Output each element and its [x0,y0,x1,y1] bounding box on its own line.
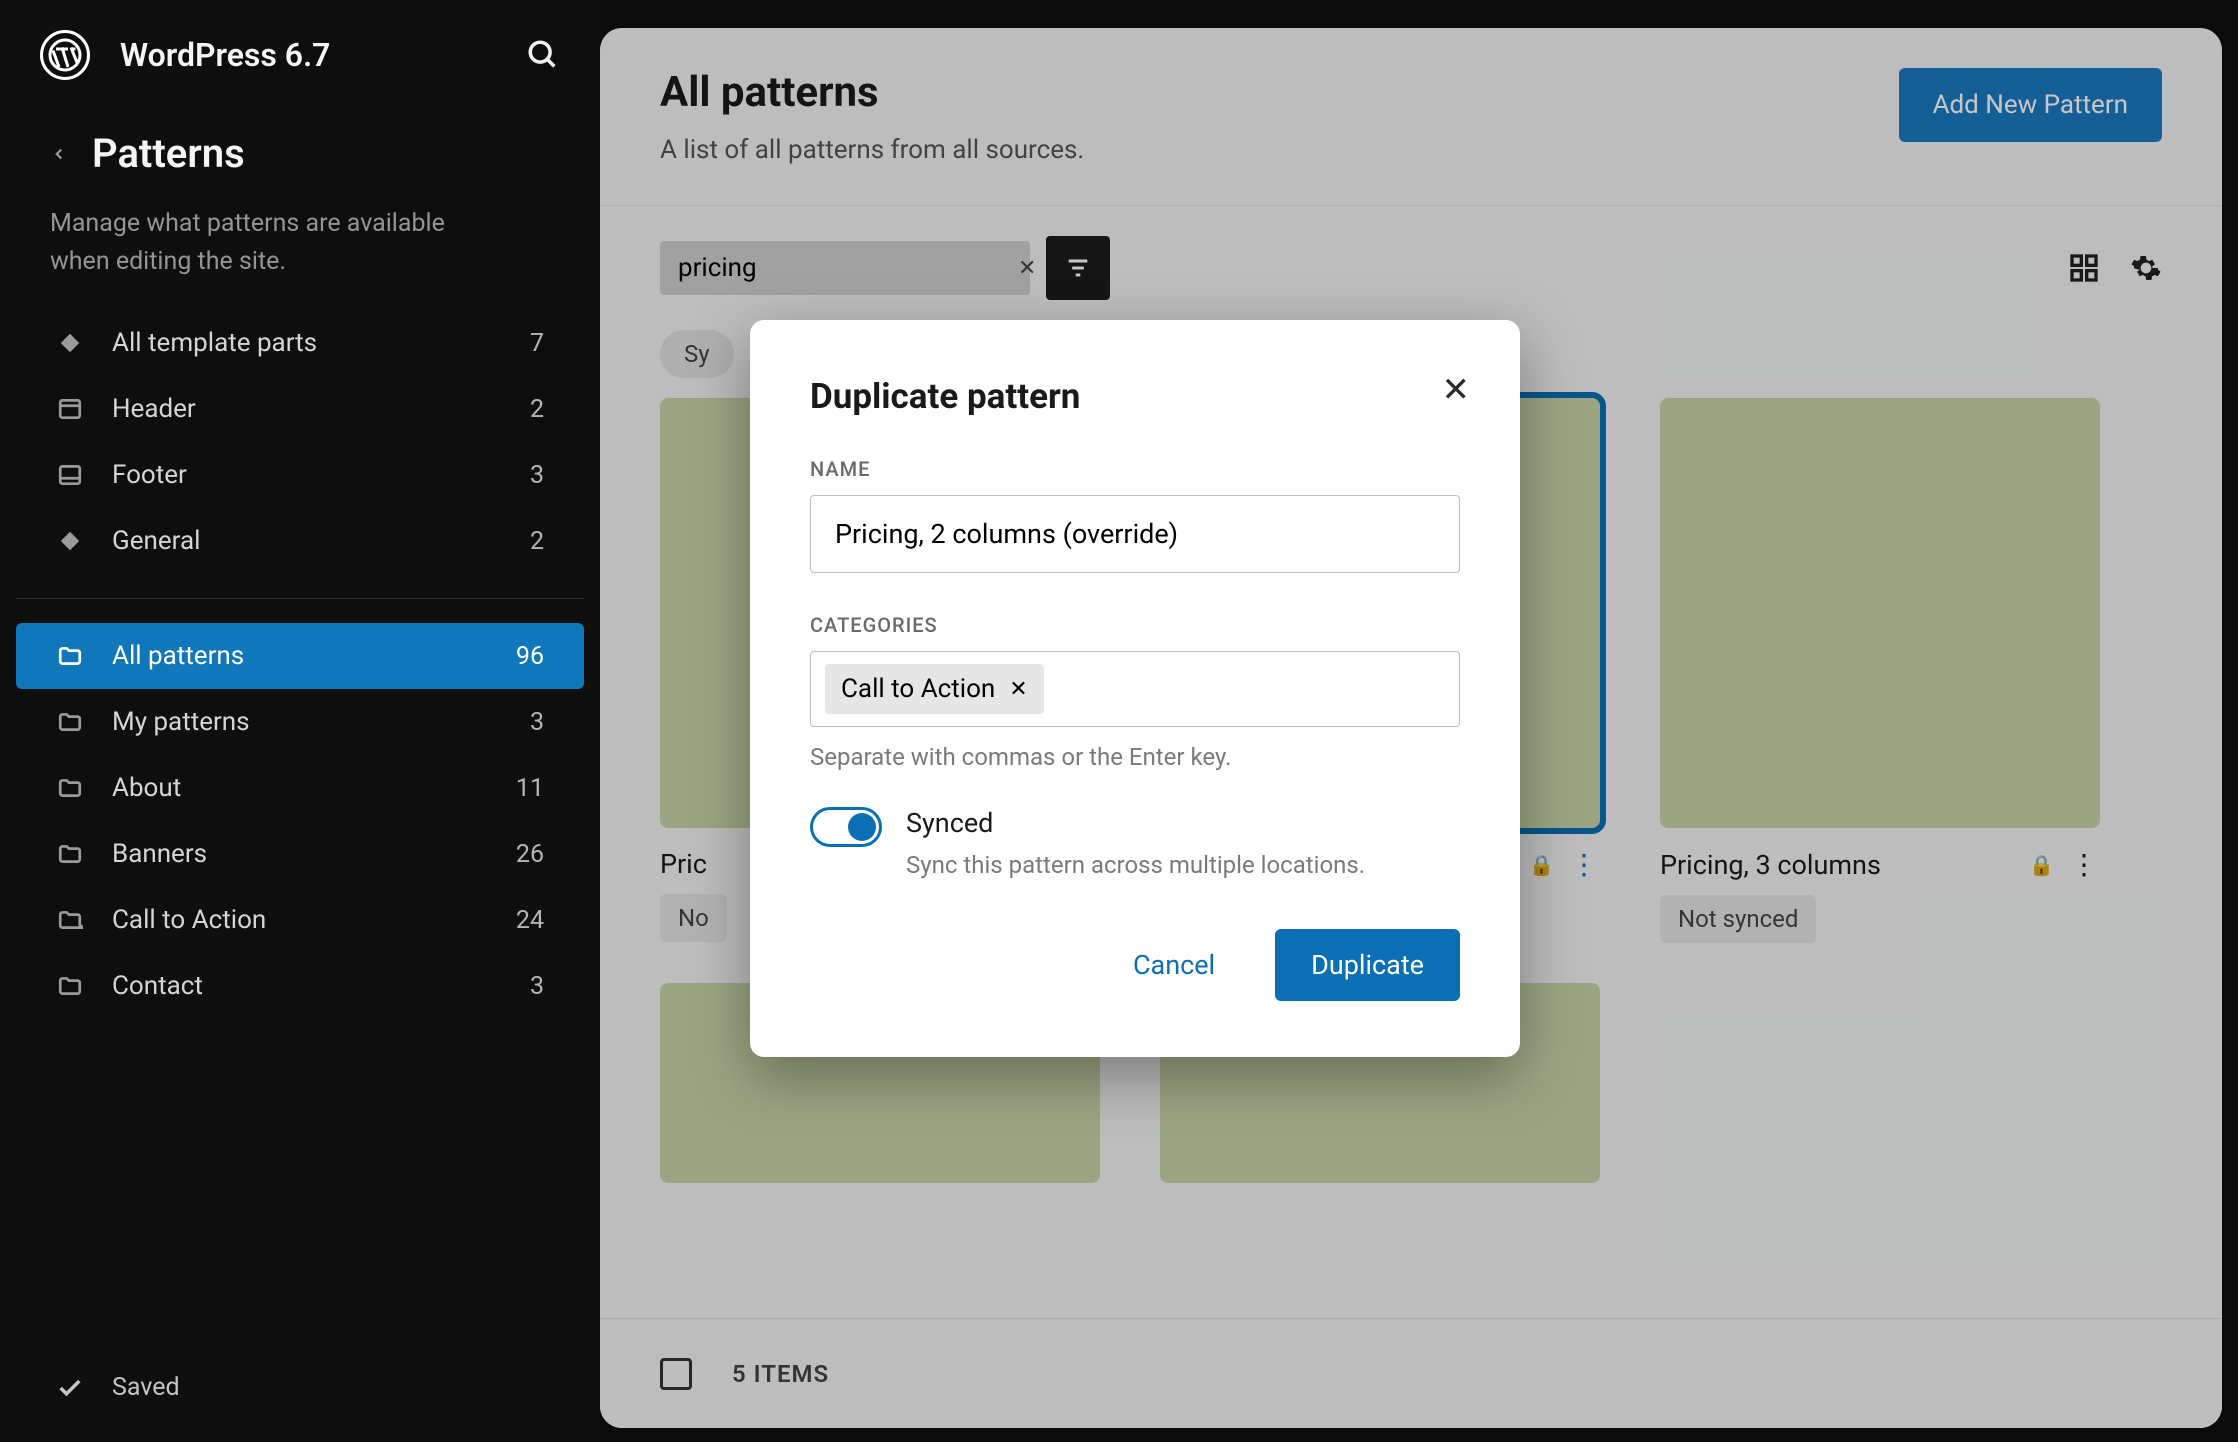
check-icon [56,1374,84,1402]
sidebar-item-label: All patterns [112,641,244,671]
sidebar-item-general[interactable]: General 2 [16,508,584,574]
name-input[interactable] [810,495,1460,573]
name-label: NAME [810,457,1460,481]
modal-title: Duplicate pattern [810,376,1460,417]
sidebar-item-label: Header [112,394,196,424]
sidebar-item-all-template-parts[interactable]: All template parts 7 [16,310,584,376]
sidebar-item-count: 3 [530,461,544,490]
back-icon[interactable] [50,145,68,163]
header-icon [56,395,84,423]
app-title: WordPress 6.7 [120,36,330,74]
category-chip[interactable]: Call to Action ✕ [825,664,1044,714]
sidebar-item-banners[interactable]: Banners 26 [16,821,584,887]
folder-icon [56,708,84,736]
nav-group-template-parts: All template parts 7 Header 2 Footer 3 G… [0,310,600,574]
divider [16,598,584,599]
categories-hint: Separate with commas or the Enter key. [810,743,1460,771]
sidebar-item-count: 24 [516,906,544,935]
categories-label: CATEGORIES [810,613,1460,637]
category-chip-label: Call to Action [841,674,995,704]
close-icon[interactable]: ✕ [1442,370,1471,410]
folder-icon [56,774,84,802]
sidebar-item-label: General [112,526,200,556]
toggle-label: Synced [906,807,1365,839]
folder-icon [56,642,84,670]
diamond-icon [56,329,84,357]
sidebar-item-count: 3 [530,972,544,1001]
sidebar-item-count: 96 [516,642,544,671]
sidebar-item-all-patterns[interactable]: All patterns 96 [16,623,584,689]
sidebar-item-contact[interactable]: Contact 3 [16,953,584,1019]
search-icon[interactable] [526,38,560,72]
diamond-icon [56,527,84,555]
saved-status: Saved [0,1353,600,1442]
toggle-description: Sync this pattern across multiple locati… [906,851,1365,879]
sidebar-item-footer[interactable]: Footer 3 [16,442,584,508]
remove-chip-icon[interactable]: ✕ [1009,677,1027,702]
sidebar-item-label: All template parts [112,328,317,358]
sidebar-item-label: Footer [112,460,187,490]
synced-toggle-row: Synced Sync this pattern across multiple… [810,807,1460,879]
sidebar-item-call-to-action[interactable]: Call to Action 24 [16,887,584,953]
folder-icon [56,906,84,934]
sidebar-item-count: 2 [530,395,544,424]
sidebar-item-count: 2 [530,527,544,556]
nav-group-patterns: All patterns 96 My patterns 3 About 11 B… [0,623,600,1019]
duplicate-button[interactable]: Duplicate [1275,929,1460,1001]
cancel-button[interactable]: Cancel [1103,929,1245,1001]
sidebar-item-count: 3 [530,708,544,737]
folder-icon [56,840,84,868]
sidebar-item-label: Contact [112,971,203,1001]
categories-input[interactable]: Call to Action ✕ [810,651,1460,727]
sidebar-item-count: 11 [516,774,544,803]
saved-label: Saved [112,1373,180,1402]
sidebar-item-count: 7 [530,329,544,358]
sidebar-item-count: 26 [516,840,544,869]
wordpress-logo-icon[interactable] [40,30,90,80]
sidebar-item-label: About [112,773,181,803]
duplicate-pattern-modal: Duplicate pattern ✕ NAME CATEGORIES Call… [750,320,1520,1057]
section-title: Patterns [92,130,245,177]
sidebar-item-about[interactable]: About 11 [16,755,584,821]
sidebar-item-my-patterns[interactable]: My patterns 3 [16,689,584,755]
footer-icon [56,461,84,489]
folder-icon [56,972,84,1000]
modal-actions: Cancel Duplicate [810,929,1460,1001]
sidebar: WordPress 6.7 Patterns Manage what patte… [0,0,600,1442]
sidebar-item-header[interactable]: Header 2 [16,376,584,442]
section-header: Patterns [0,110,600,177]
sidebar-item-label: Call to Action [112,905,266,935]
sidebar-item-label: My patterns [112,707,250,737]
sidebar-top: WordPress 6.7 [0,0,600,110]
section-description: Manage what patterns are available when … [0,177,500,310]
synced-toggle[interactable] [810,807,882,847]
sidebar-item-label: Banners [112,839,207,869]
